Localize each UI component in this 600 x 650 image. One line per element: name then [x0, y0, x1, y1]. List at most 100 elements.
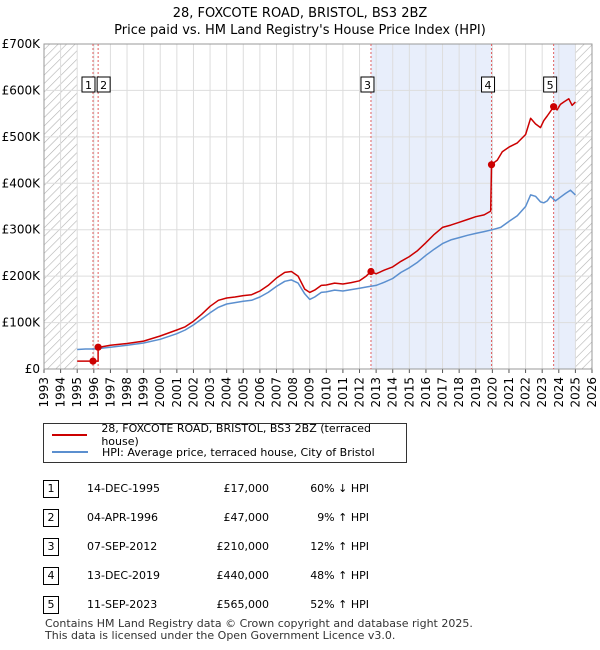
y-tick-label: £300K [2, 223, 42, 237]
table-row: 5 11-SEP-2023 £565,000 52% ↑ HPI [43, 590, 369, 619]
sale-price: £210,000 [216, 540, 270, 553]
y-tick-label: £600K [2, 83, 42, 97]
sale-date: 13-DEC-2019 [87, 569, 161, 582]
plot-area [44, 44, 592, 369]
y-tick-label: £100K [2, 316, 42, 330]
price-chart: £0 £100K £200K £300K £400K £500K £600K £700K 199… [2, 37, 599, 408]
hatch-region-after [575, 44, 592, 369]
sale-number: 3 [43, 537, 59, 556]
chart-legend: 28, FOXCOTE ROAD, BRISTOL, BS3 2BZ (terr… [43, 422, 407, 463]
sales-table: 1 14-DEC-1995 £17,000 60% ↓ HPI 2 04-APR… [43, 474, 369, 619]
sale-point [367, 267, 375, 276]
x-tick-label: 2017 [436, 377, 450, 408]
plot-border [43, 43, 593, 370]
legend-swatch-hpi [52, 451, 88, 453]
sale-number: 1 [43, 479, 59, 498]
footer-line-2: This data is licensed under the Open Gov… [45, 629, 396, 642]
table-row: 3 07-SEP-2012 £210,000 12% ↑ HPI [43, 532, 369, 561]
x-tick-label: 2008 [286, 377, 300, 408]
sale-marker-box [96, 76, 111, 93]
x-tick-label: 2014 [386, 377, 400, 408]
x-tick-label: 1997 [103, 377, 117, 408]
sale-date: 11-SEP-2023 [87, 598, 158, 611]
sale-marker-box [543, 76, 558, 93]
shaded-period-1 [371, 44, 492, 369]
sale-date: 04-APR-1996 [87, 511, 159, 524]
x-tick-label: 1993 [37, 377, 51, 408]
y-tick-label: £700K [2, 37, 42, 51]
x-tick-label: 1998 [120, 377, 134, 408]
sale-price: £47,000 [223, 511, 270, 524]
x-tick-label: 2022 [519, 377, 533, 408]
shaded-period-2 [553, 44, 576, 369]
x-tick-label: 2024 [552, 377, 566, 408]
sale-point [94, 343, 102, 351]
table-row: 2 04-APR-1996 £47,000 9% ↑ HPI [43, 503, 369, 532]
legend-item-hpi: HPI: Average price, terraced house, City… [52, 444, 375, 460]
sale-number: 2 [43, 508, 59, 527]
x-tick-label: 2005 [236, 377, 250, 408]
x-tick-label: 2001 [170, 377, 184, 408]
footer-line-1: Contains HM Land Registry data © Crown c… [45, 617, 473, 630]
x-tick-label: 2021 [502, 377, 516, 408]
footer-attribution: Contains HM Land Registry data © Crown c… [45, 618, 473, 642]
sale-point [487, 161, 496, 169]
y-tick-label: £0 [25, 362, 40, 376]
sale-marker-box [360, 76, 375, 93]
sale-hpi-diff: 12% ↑ HPI [310, 540, 369, 553]
x-tick-label: 2018 [452, 377, 466, 408]
x-tick-label: 2010 [319, 377, 333, 408]
x-tick-label: 2009 [303, 377, 317, 408]
x-tick-label: 2002 [186, 377, 200, 408]
x-tick-label: 2004 [220, 377, 234, 408]
x-tick-label: 2026 [585, 377, 599, 408]
table-row: 4 13-DEC-2019 £440,000 48% ↑ HPI [43, 561, 369, 590]
sale-hpi-diff: 52% ↑ HPI [310, 598, 369, 611]
sale-date: 07-SEP-2012 [87, 540, 158, 553]
x-tick-label: 2006 [253, 377, 267, 408]
sale-point [550, 103, 558, 111]
x-tick-label: 2011 [336, 377, 350, 408]
sale-hpi-diff: 48% ↑ HPI [310, 569, 369, 582]
sale-marker-label: 3 [364, 79, 371, 92]
sale-marker-box [81, 76, 96, 93]
sale-hpi-diff: 60% ↓ HPI [310, 482, 369, 495]
sale-marker-label: 5 [547, 79, 554, 92]
legend-item-property: 28, FOXCOTE ROAD, BRISTOL, BS3 2BZ (terr… [52, 422, 406, 448]
x-tick-label: 2025 [568, 377, 582, 408]
hpi-line [77, 189, 576, 351]
x-tick-label: 2012 [353, 377, 367, 408]
legend-label-property: 28, FOXCOTE ROAD, BRISTOL, BS3 2BZ (terr… [101, 422, 372, 448]
x-tick-label: 1994 [54, 377, 68, 408]
sale-marker-label: 1 [85, 79, 92, 92]
chart-subtitle: Price paid vs. HM Land Registry's House … [114, 23, 486, 38]
y-tick-label: £400K [2, 176, 42, 190]
sale-date: 14-DEC-1995 [87, 482, 161, 495]
x-tick-label: 2000 [153, 377, 167, 408]
y-tick-label: £200K [2, 269, 42, 283]
sale-marker-label: 4 [485, 79, 492, 92]
x-tick-label: 1999 [137, 377, 151, 408]
legend-label-hpi: HPI: Average price, terraced house, City… [102, 445, 375, 459]
x-tick-label: 2020 [485, 377, 499, 408]
y-tick-label: £500K [2, 130, 42, 144]
x-tick-label: 2023 [535, 377, 549, 408]
x-tick-label: 2013 [369, 377, 383, 408]
x-tick-label: 1996 [87, 377, 101, 408]
x-tick-label: 2015 [402, 377, 416, 408]
x-tick-label: 1995 [70, 377, 84, 408]
sale-marker-label: 2 [100, 79, 107, 92]
x-tick-label: 2007 [269, 377, 283, 408]
legend-swatch-property [52, 434, 88, 436]
sale-hpi-diff: 9% ↑ HPI [317, 511, 369, 524]
chart-title: 28, FOXCOTE ROAD, BRISTOL, BS3 2BZ [172, 6, 428, 21]
sale-price: £17,000 [223, 482, 270, 495]
sale-price: £440,000 [216, 569, 270, 582]
x-tick-label: 2019 [469, 377, 483, 408]
x-tick-label: 2016 [419, 377, 433, 408]
x-tick-label: 2003 [203, 377, 217, 408]
sale-number: 4 [43, 566, 59, 585]
sale-point [89, 357, 97, 365]
table-row: 1 14-DEC-1995 £17,000 60% ↓ HPI [43, 474, 369, 503]
sale-marker-box [481, 76, 496, 93]
